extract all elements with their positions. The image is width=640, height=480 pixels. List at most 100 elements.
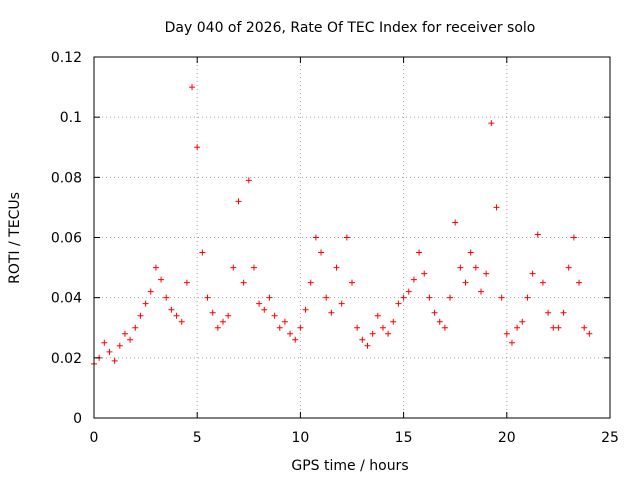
data-point — [472, 264, 479, 271]
data-points — [91, 84, 593, 367]
data-point — [178, 318, 185, 325]
data-point — [421, 270, 428, 277]
data-point — [395, 300, 402, 307]
data-point — [452, 219, 459, 226]
data-point — [343, 234, 350, 241]
data-point — [519, 318, 526, 325]
data-point — [116, 342, 123, 349]
x-tick-labels: 0 5 10 15 20 25 — [90, 430, 619, 446]
data-point — [508, 339, 515, 346]
data-point — [209, 309, 216, 316]
x-axis-label: GPS time / hours — [291, 458, 408, 474]
data-point — [147, 288, 154, 295]
data-point — [364, 342, 371, 349]
data-point — [163, 294, 170, 301]
data-point — [333, 264, 340, 271]
y-tick-label: 0.02 — [51, 351, 82, 367]
data-point — [266, 294, 273, 301]
data-point — [111, 357, 118, 364]
data-point — [514, 324, 521, 331]
data-point — [416, 249, 423, 256]
data-point — [570, 234, 577, 241]
data-point — [292, 336, 299, 343]
data-point — [312, 234, 319, 241]
data-point — [498, 294, 505, 301]
data-point — [281, 318, 288, 325]
data-point — [581, 324, 588, 331]
data-point — [302, 306, 309, 313]
data-point — [529, 270, 536, 277]
data-point — [390, 318, 397, 325]
y-tick-label: 0.08 — [51, 170, 82, 186]
data-point — [457, 264, 464, 271]
data-point — [183, 279, 190, 286]
x-tick-label: 10 — [291, 430, 309, 446]
data-point — [225, 312, 232, 319]
data-point — [132, 324, 139, 331]
data-point — [256, 300, 263, 307]
data-point — [214, 324, 221, 331]
x-tick-label: 0 — [90, 430, 99, 446]
data-point — [441, 324, 448, 331]
axis-ticks — [93, 56, 611, 419]
data-point — [230, 264, 237, 271]
data-point — [235, 198, 242, 205]
x-tick-label: 15 — [395, 430, 413, 446]
data-point — [467, 249, 474, 256]
data-point — [349, 279, 355, 286]
data-point — [385, 330, 392, 337]
data-point — [534, 231, 541, 238]
data-point — [245, 177, 252, 184]
data-point — [488, 120, 495, 127]
x-tick-label: 25 — [601, 430, 619, 446]
data-point — [101, 339, 108, 346]
data-point — [426, 294, 433, 301]
y-tick-label: 0.06 — [51, 231, 82, 247]
data-point — [431, 309, 438, 316]
data-point — [354, 324, 361, 331]
data-point — [307, 279, 314, 286]
grid-lines — [94, 57, 610, 418]
y-tick-label: 0.04 — [51, 291, 82, 307]
data-point — [287, 330, 294, 337]
data-point — [328, 309, 335, 316]
data-point — [524, 294, 531, 301]
data-point — [436, 318, 443, 325]
data-point — [250, 264, 257, 271]
data-point — [240, 279, 247, 286]
data-point — [400, 294, 407, 301]
chart-title: Day 040 of 2026, Rate Of TEC Index for r… — [165, 20, 536, 36]
data-point — [142, 300, 149, 307]
data-point — [493, 204, 500, 211]
data-point — [220, 318, 226, 325]
data-point — [271, 312, 278, 319]
data-point — [503, 330, 510, 337]
data-point — [158, 276, 165, 283]
data-point — [204, 294, 211, 301]
data-point — [261, 306, 268, 313]
data-point — [483, 270, 490, 277]
y-tick-labels: 0 0.02 0.04 0.06 0.08 0.1 0.12 — [51, 50, 82, 427]
data-point — [405, 288, 412, 295]
data-point — [323, 294, 330, 301]
data-point — [369, 330, 376, 337]
data-point — [173, 312, 180, 319]
data-point — [297, 324, 304, 331]
y-axis-label: ROTI / TECUs — [7, 192, 23, 284]
y-tick-label: 0.12 — [51, 50, 82, 66]
x-tick-label: 5 — [193, 430, 202, 446]
data-point — [127, 336, 134, 343]
y-tick-label: 0 — [73, 411, 82, 427]
data-point — [152, 264, 159, 271]
data-point — [199, 249, 206, 256]
data-point — [478, 288, 484, 295]
data-point — [168, 306, 175, 313]
data-point — [359, 336, 366, 343]
y-tick-label: 0.1 — [60, 110, 82, 126]
x-tick-label: 20 — [498, 430, 516, 446]
data-point — [318, 249, 325, 256]
data-point — [447, 294, 454, 301]
data-point — [586, 330, 593, 337]
